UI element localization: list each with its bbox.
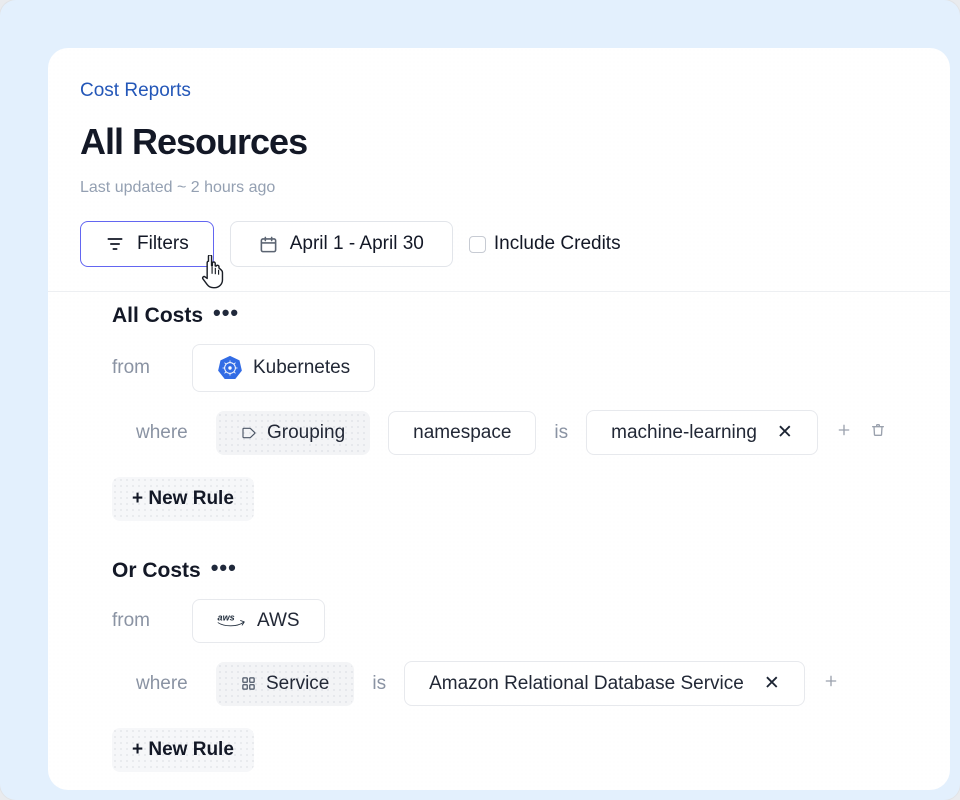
- svg-text:aws: aws: [218, 613, 235, 623]
